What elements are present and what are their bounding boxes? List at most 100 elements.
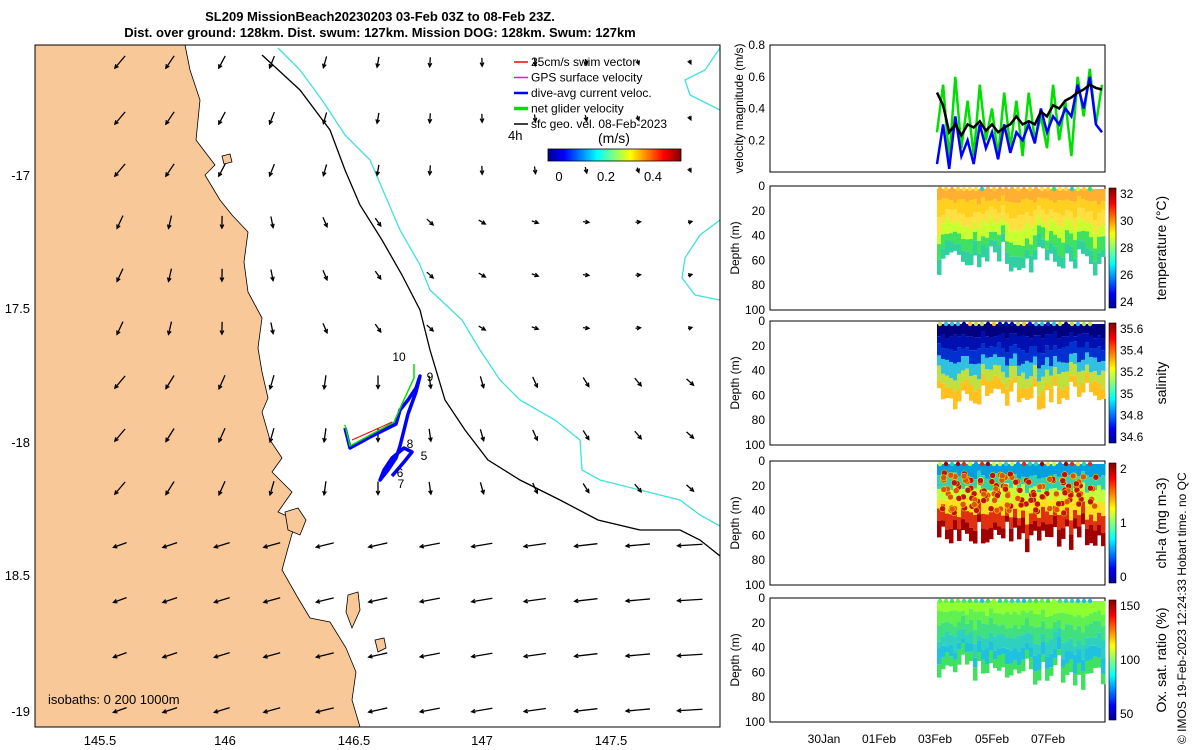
profile-cell [1077,189,1082,197]
surface-dot [1039,321,1045,327]
profile-cell [1085,648,1090,662]
profile-cell [1005,601,1010,613]
profile-cell [981,236,986,245]
profile-cell [977,324,982,338]
depth-tick-label: 0 [758,314,765,328]
velocity-arrowhead [533,383,539,389]
profile-cell [1057,613,1062,620]
surface-dot [1081,186,1087,192]
isobath-1000m [681,219,720,301]
profile-cell [1049,230,1054,243]
profile-cell [1057,200,1062,214]
profile-cell [981,189,986,198]
colorbar-tick: 35.2 [1120,365,1144,379]
profile-cell [1037,381,1042,396]
profile-cell [1097,601,1102,611]
profile-cell [941,348,946,360]
velocity-arrowhead [418,598,425,604]
velocity-arrowhead [376,221,382,228]
profile-cell [981,513,986,529]
profile-cell [1025,388,1030,400]
velocity-arrow [270,216,274,228]
profile-cell [989,239,994,247]
colorbar-tick: 0 [555,169,562,184]
velocity-arrowhead [637,381,643,387]
profile-cell [949,336,954,350]
profile-cell [1005,201,1010,214]
velocity-arrow [479,482,485,494]
profile-cell [973,629,978,644]
profile-cell [1025,238,1030,250]
profile-cell [993,659,998,669]
profile-cell [1021,647,1026,660]
profile-cell [1025,249,1030,259]
profile-cell [1025,612,1030,618]
surface-dot [985,186,991,192]
profile-cell [1101,673,1106,685]
profile-cell [1041,221,1046,228]
profile-cell [993,650,998,660]
profile-cell [973,601,978,612]
velocity-arrow [428,375,432,389]
velocity-arrow [214,542,230,548]
velocity-arrowhead [624,653,630,659]
velocity-arrowhead [218,120,223,126]
velocity-arrow [323,481,327,495]
colorbar-label: salinity [1153,362,1169,405]
profile-cell [1049,324,1054,335]
profile-cell [965,511,970,523]
profile-cell [957,517,962,530]
profile-cell [1093,637,1098,646]
profile-cell [937,200,942,217]
profile-cell [1085,189,1090,201]
profile-cell [1073,228,1078,241]
surface-dot [991,186,997,192]
profile-cell [985,336,990,349]
profile-cell [965,217,970,227]
profile-cell [997,189,1002,202]
profile-cell [981,343,986,355]
surface-dot [979,321,985,327]
chl-sample [964,487,972,494]
profile-cell [1061,336,1066,348]
velocity-arrowhead [165,437,170,443]
profile-cell [1097,189,1102,205]
velocity-arrowhead [624,543,630,549]
velocity-arrowhead [479,170,485,176]
profile-cell [981,364,986,374]
profile-cell [1013,333,1018,345]
velocity-series-line [935,68,1104,160]
profile-cell [965,522,970,534]
velocity-arrowhead [113,64,119,70]
profile-cell [1089,189,1094,202]
velocity-arrowhead [161,544,167,549]
profile-cell [1069,614,1074,625]
profile-cell [953,231,958,245]
velocity-arrowhead [689,487,695,493]
profile-cell [1009,663,1014,676]
profile-cell [993,601,998,613]
profile-cell [981,373,986,386]
velocity-arrowhead [218,384,223,391]
credit-text: © IMOS 19-Feb-2023 12:24:33 Hobart time.… [1175,472,1189,744]
profile-cell [1097,236,1102,253]
profile-cell [1037,225,1042,234]
profile-cell [977,619,982,636]
velocity-arrowhead [321,119,327,125]
profile-cell [997,601,1002,614]
profile-cell [1093,505,1098,522]
velocity-arrowhead [534,219,540,225]
profile-cell [977,379,982,389]
profile-cell [1069,375,1074,382]
profile-cell [997,365,1002,378]
velocity-arrowhead [584,219,591,225]
velocity-arrow [420,707,440,713]
profile-cell [961,519,966,531]
velocity-arrow [429,57,431,67]
velocity-arrowhead [427,170,433,177]
velocity-arrowhead [636,272,642,278]
profile-cell [993,473,998,485]
velocity-arrowhead [218,490,223,497]
profile-cell [1009,379,1014,392]
